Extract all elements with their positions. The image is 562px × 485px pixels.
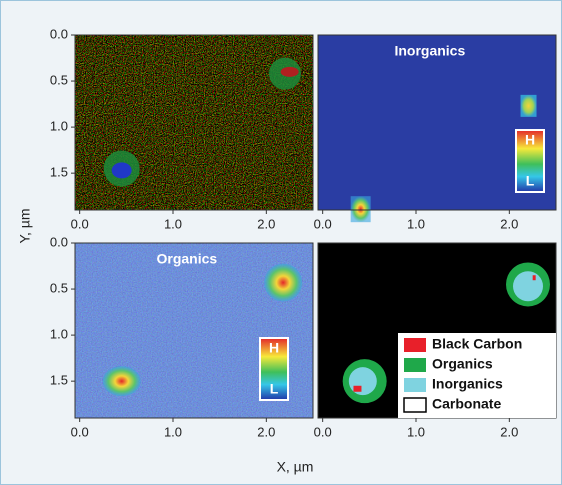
particle-core xyxy=(112,162,132,178)
x-tick-label: 1.0 xyxy=(407,424,425,439)
colorbar-low: L xyxy=(270,381,279,397)
particle-bc xyxy=(353,386,361,392)
legend-swatch xyxy=(404,338,426,352)
y-tick-label: 0.5 xyxy=(50,72,68,87)
legend-label: Black Carbon xyxy=(432,336,522,352)
legend-label: Organics xyxy=(432,356,493,372)
x-tick-label: 2.0 xyxy=(500,216,518,231)
y-tick-label: 0.0 xyxy=(50,26,68,41)
x-tick-label: 0.0 xyxy=(314,216,332,231)
particle-core xyxy=(513,271,543,301)
colorbar-high: H xyxy=(525,132,535,148)
legend-label: Inorganics xyxy=(432,376,503,392)
y-axis-label: Y, µm xyxy=(17,208,33,243)
y-tick-label: 1.0 xyxy=(50,119,68,134)
legend-swatch xyxy=(404,358,426,372)
x-tick-label: 2.0 xyxy=(257,216,275,231)
y-tick-label: 0.0 xyxy=(50,234,68,249)
x-tick-label: 0.0 xyxy=(71,216,89,231)
legend-swatch xyxy=(404,398,426,412)
colorbar-high: H xyxy=(269,340,279,356)
x-tick-label: 1.0 xyxy=(164,424,182,439)
particle xyxy=(264,264,302,302)
x-tick-label: 2.0 xyxy=(257,424,275,439)
x-tick-label: 0.0 xyxy=(71,424,89,439)
panel-title: Inorganics xyxy=(394,43,465,59)
particle-core xyxy=(349,367,377,395)
legend-swatch xyxy=(404,378,426,392)
x-tick-label: 1.0 xyxy=(407,216,425,231)
particle-core xyxy=(281,67,299,77)
y-tick-label: 0.5 xyxy=(50,280,68,295)
particle xyxy=(351,196,371,222)
x-axis-label: X, µm xyxy=(277,459,314,475)
y-tick-label: 1.0 xyxy=(50,327,68,342)
colorbar-low: L xyxy=(526,173,535,189)
y-tick-label: 1.5 xyxy=(50,165,68,180)
panel-title: Organics xyxy=(157,251,218,267)
particle-bc xyxy=(533,275,536,280)
x-tick-label: 2.0 xyxy=(500,424,518,439)
y-tick-label: 1.5 xyxy=(50,373,68,388)
x-tick-label: 1.0 xyxy=(164,216,182,231)
particle xyxy=(521,95,537,117)
legend-label: Carbonate xyxy=(432,396,501,412)
particle xyxy=(103,366,141,396)
figure: X, µm Y, µm 0.0 1.0 2.0 0.0 0.5 1.0 1.5 0.0 1.0 2… xyxy=(0,0,562,485)
x-tick-label: 0.0 xyxy=(314,424,332,439)
